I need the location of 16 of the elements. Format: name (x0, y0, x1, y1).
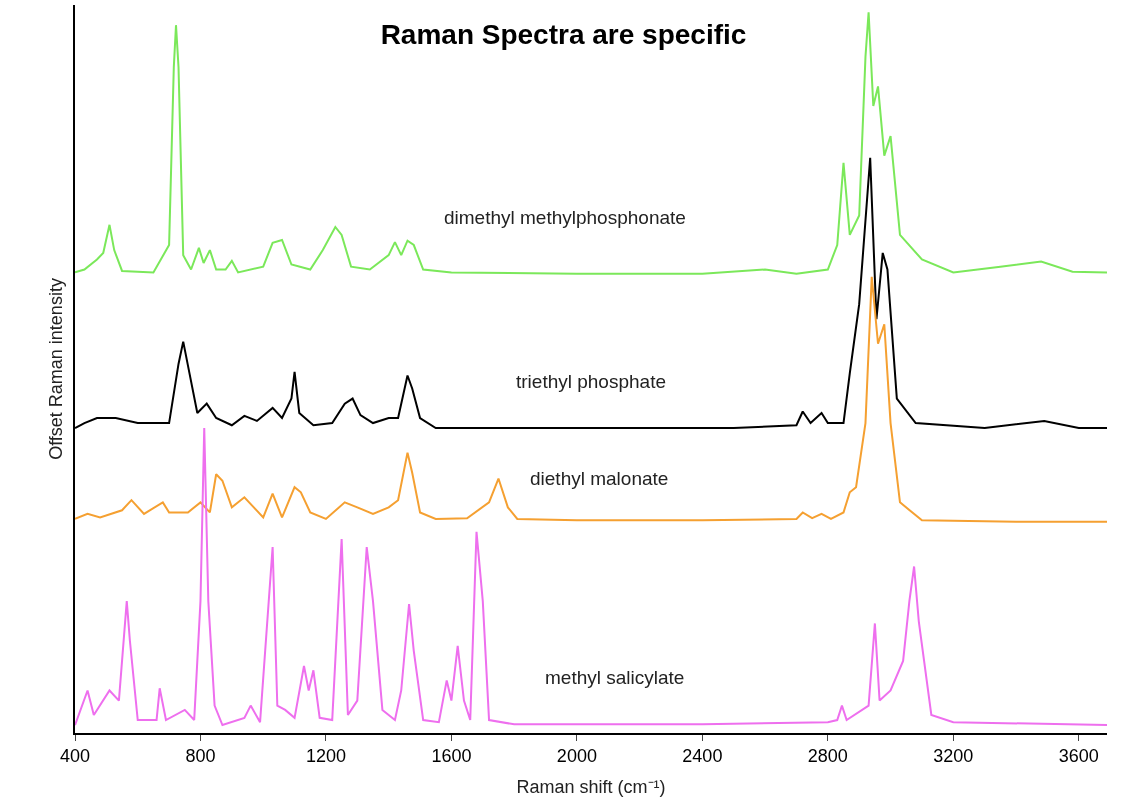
x-tick-label: 800 (185, 746, 216, 767)
x-tick-label: 2400 (682, 746, 723, 767)
series-label: diethyl malonate (530, 468, 669, 489)
x-tick-label: 3600 (1058, 746, 1099, 767)
x-axis-title: Raman shift (cm⁻¹) (516, 776, 666, 797)
x-tick-label: 2000 (556, 746, 597, 767)
x-tick-label: 1200 (305, 746, 346, 767)
x-tick-label: 3200 (933, 746, 974, 767)
chart-title: Raman Spectra are specific (380, 18, 747, 50)
series-label: methyl salicylate (545, 667, 685, 688)
x-tick-label: 1600 (431, 746, 472, 767)
series-label: dimethyl methylphosphonate (444, 207, 686, 228)
x-tick-label: 400 (59, 746, 91, 767)
x-tick-label: 2800 (807, 746, 848, 767)
series-label: triethyl phosphate (516, 371, 666, 392)
y-axis-title: Offset Raman intensity (45, 278, 66, 460)
